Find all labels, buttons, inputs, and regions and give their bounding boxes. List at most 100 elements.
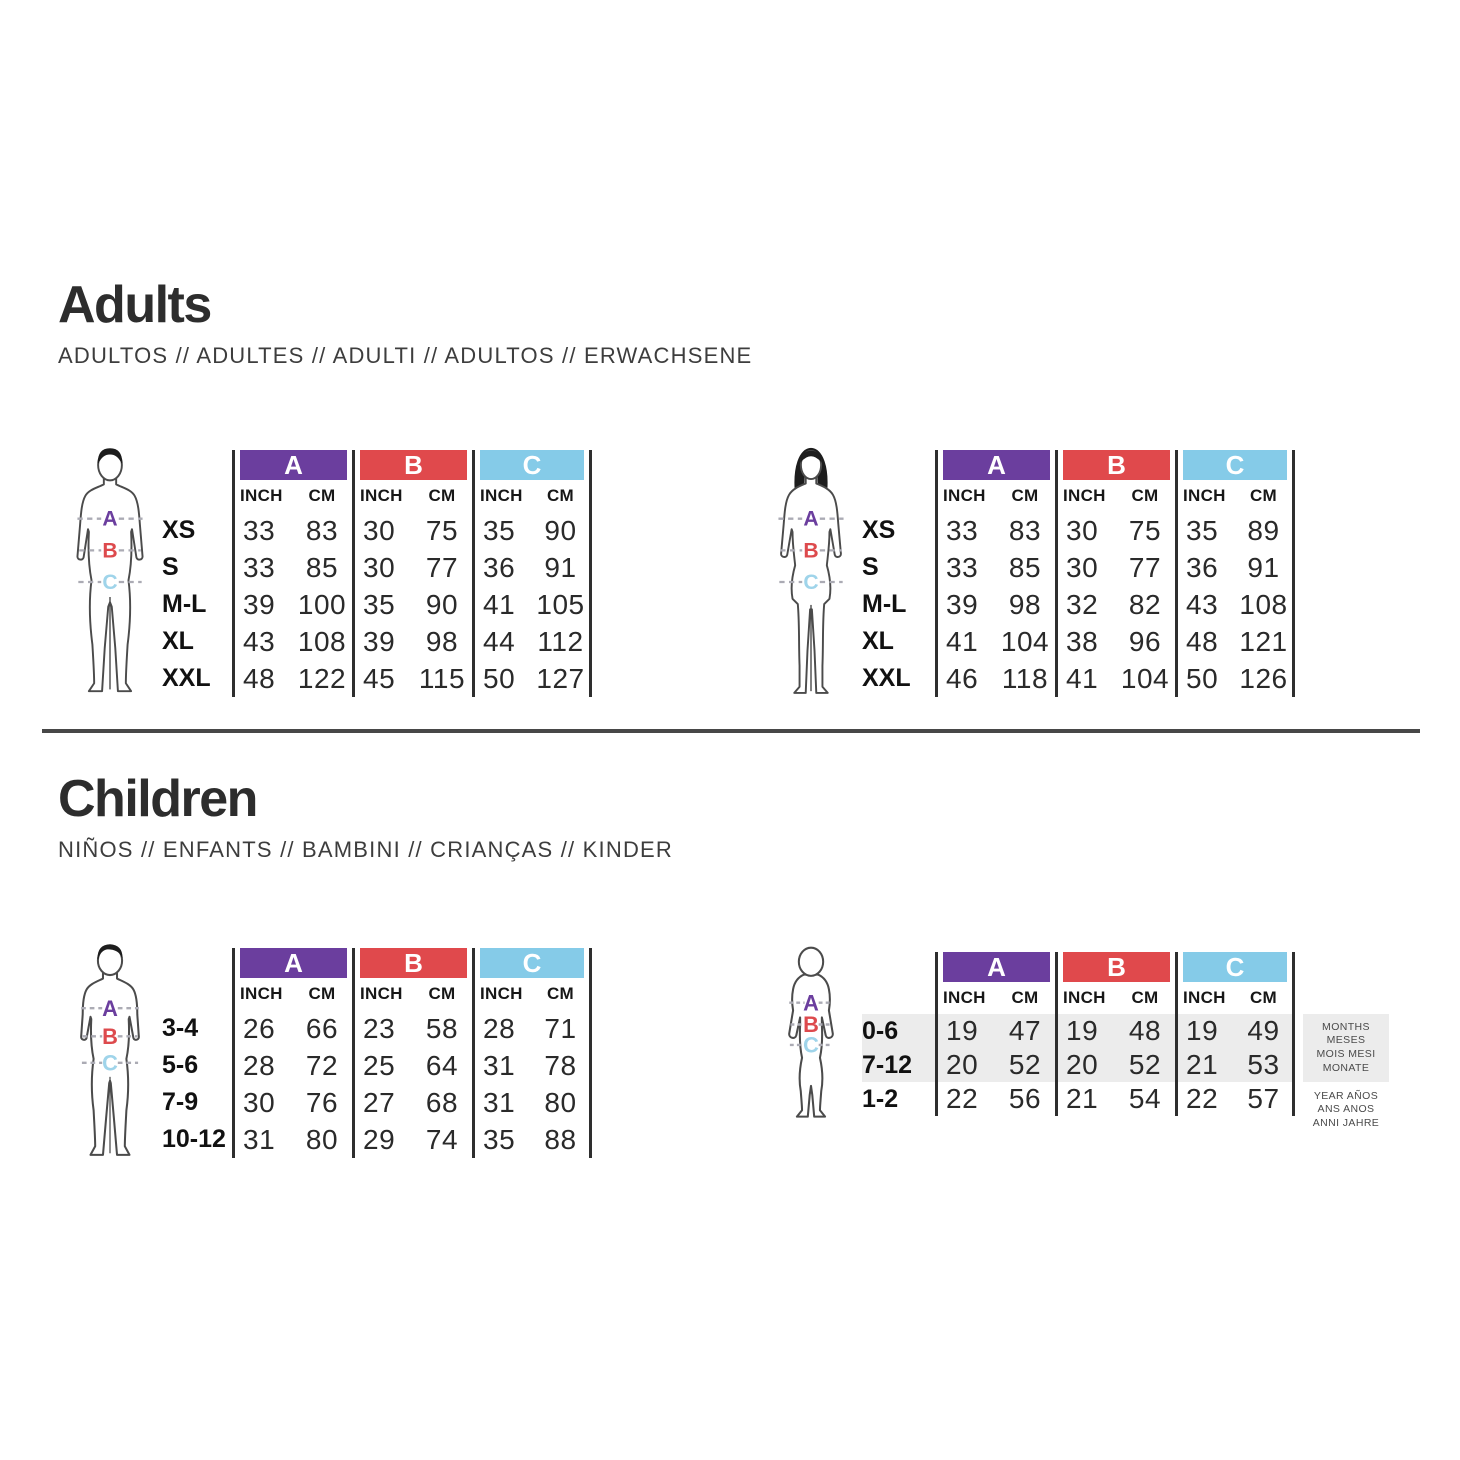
value-cell: 44 <box>472 623 532 660</box>
column-a-header-bar: A <box>240 948 347 978</box>
value-cell: 49 <box>1235 1014 1295 1048</box>
value-cell: 30 <box>352 512 412 549</box>
months-note-line: MONTHS <box>1322 1020 1370 1033</box>
units-spacer <box>162 480 232 512</box>
value-cell: 100 <box>297 588 347 620</box>
value-cell: 74 <box>425 1123 459 1155</box>
cm-unit-label: CM <box>428 984 456 1003</box>
value-cell: 88 <box>532 1121 592 1158</box>
size-label-cell: XS <box>862 516 896 544</box>
value-cell: 126 <box>1235 660 1295 697</box>
size-label-cell: 0-6 <box>862 1014 935 1048</box>
value-cell: 68 <box>425 1086 459 1118</box>
value-cell: 38 <box>1055 623 1115 660</box>
adults-title: Adults <box>58 276 212 334</box>
size-label-cell: 7-9 <box>162 1088 199 1116</box>
woman-figure-icon: A B C <box>778 447 844 694</box>
years-note-line: ANNI JAHRE <box>1312 1116 1380 1129</box>
cm-unit-label: CM <box>532 480 592 512</box>
value-cell: 31 <box>232 1121 292 1158</box>
corner-spacer <box>862 952 935 982</box>
size-label-cell: S <box>862 553 879 581</box>
years-note-line: YEAR AÑOS <box>1313 1089 1379 1102</box>
man-figure-icon: A B C <box>76 448 144 693</box>
value-cell: 36 <box>1175 549 1235 586</box>
value-cell: 29 <box>352 1121 412 1158</box>
value-cell: 89 <box>1235 512 1295 549</box>
inch-unit-label: INCH <box>1055 982 1115 1014</box>
column-c-header-cell: C <box>1175 952 1295 982</box>
inch-unit-label: INCH <box>472 480 532 512</box>
value-cell: 32 <box>1055 586 1115 623</box>
value-cell: 45 <box>352 660 412 697</box>
value-cell: 35 <box>1175 512 1235 549</box>
value-cell: 53 <box>1235 1048 1295 1082</box>
value-cell: 21 <box>1175 1048 1235 1082</box>
value-cell: 19 <box>1175 1014 1235 1048</box>
column-c-header-cell: C <box>1175 450 1295 480</box>
value-cell: 41 <box>935 623 995 660</box>
cm-unit-label: CM <box>428 486 456 505</box>
column-c-header-bar: C <box>1183 450 1287 480</box>
value-cell: 35 <box>472 1121 532 1158</box>
value-cell: 98 <box>1008 588 1042 620</box>
adults-women-size-table-block: A B C A B C INCH CM INCH CM INCH CM XS 33 83 30 75 35 8… <box>760 443 1295 707</box>
child-figure-icon: A B C <box>80 944 140 1156</box>
value-cell: 27 <box>352 1084 412 1121</box>
column-a-header-bar: A <box>240 450 347 480</box>
years-note: YEAR AÑOS ANS ANOS ANNI JAHRE <box>1303 1087 1389 1133</box>
adults-men-size-table-block: A B C A B C INCH CM INCH CM INCH CM XS 33 83 30 75 35 9… <box>58 443 592 707</box>
cm-unit-label: CM <box>1011 988 1039 1007</box>
value-cell: 30 <box>1055 512 1115 549</box>
children-subtitle: NIÑOS // ENFANTS // BAMBINI // CRIANÇAS … <box>58 836 673 862</box>
size-label-cell: 3-4 <box>162 1014 199 1042</box>
value-cell: 121 <box>1235 623 1295 660</box>
inch-unit-label: INCH <box>935 480 995 512</box>
value-cell: 96 <box>1128 625 1162 657</box>
value-cell: 33 <box>935 512 995 549</box>
value-cell: 48 <box>1115 1014 1175 1048</box>
value-cell: 41 <box>472 586 532 623</box>
value-cell: 57 <box>1235 1082 1295 1116</box>
size-label-cell: 10-12 <box>162 1125 226 1153</box>
value-cell: 85 <box>305 551 339 583</box>
size-label-cell: XL <box>162 627 194 655</box>
inch-unit-label: INCH <box>232 480 292 512</box>
corner-spacer <box>162 948 232 978</box>
column-b-header-cell: B <box>1055 450 1175 480</box>
value-cell: 30 <box>352 549 412 586</box>
value-cell: 35 <box>352 586 412 623</box>
value-cell: 127 <box>532 660 592 697</box>
value-cell: 33 <box>232 549 292 586</box>
value-cell: 22 <box>1175 1082 1235 1116</box>
size-label-cell: XL <box>862 627 894 655</box>
measure-b-letter: B <box>102 539 117 562</box>
column-c-header-cell: C <box>472 450 592 480</box>
measure-a-letter: A <box>102 996 118 1021</box>
adults-men-table: A B C INCH CM INCH CM INCH CM XS 33 83 30 75 35 90 S 33 85… <box>162 450 592 697</box>
value-cell: 78 <box>532 1047 592 1084</box>
value-cell: 33 <box>935 549 995 586</box>
baby-figure-icon: A B C <box>788 946 834 1118</box>
column-a-header-cell: A <box>232 948 352 978</box>
value-cell: 21 <box>1055 1082 1115 1116</box>
column-b-header-bar: B <box>1063 450 1170 480</box>
inch-unit-label: INCH <box>1175 982 1235 1014</box>
value-cell: 22 <box>935 1082 995 1116</box>
value-cell: 23 <box>352 1010 412 1047</box>
man-figure: A B C <box>58 443 162 707</box>
value-cell: 90 <box>425 588 459 620</box>
value-cell: 83 <box>1008 514 1042 546</box>
value-cell: 58 <box>425 1012 459 1044</box>
value-cell: 64 <box>425 1049 459 1081</box>
size-label-cell: S <box>162 553 179 581</box>
value-cell: 77 <box>1128 551 1162 583</box>
value-cell: 20 <box>1055 1048 1115 1082</box>
column-b-header-bar: B <box>360 948 467 978</box>
measure-b-letter: B <box>803 1012 819 1037</box>
value-cell: 98 <box>425 625 459 657</box>
value-cell: 52 <box>995 1048 1055 1082</box>
cm-unit-label: CM <box>532 978 592 1010</box>
measure-b-letter: B <box>803 539 818 562</box>
size-label-cell: M-L <box>862 590 907 618</box>
